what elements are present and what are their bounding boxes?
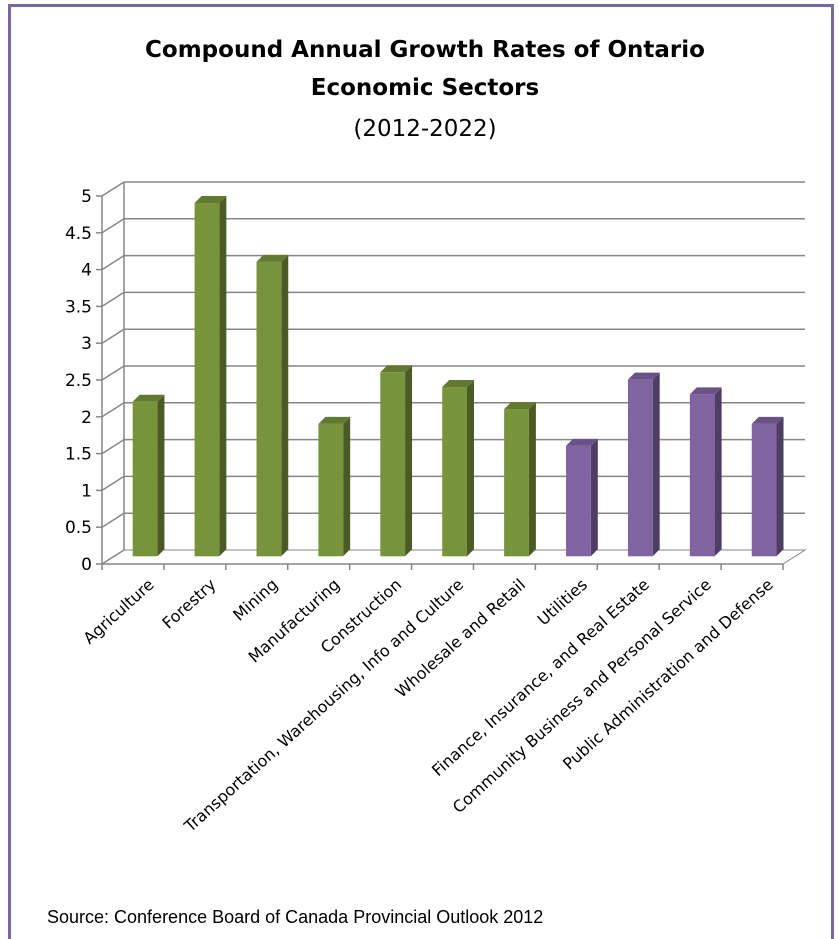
bar-side bbox=[405, 365, 413, 557]
bar-top bbox=[132, 394, 165, 402]
bar-side bbox=[157, 394, 165, 557]
bar-top bbox=[504, 402, 536, 410]
bar-side bbox=[281, 254, 289, 557]
bar-top bbox=[256, 254, 289, 262]
x-tick-label: Mining bbox=[229, 575, 281, 625]
y-tick-label: 0 bbox=[81, 555, 92, 575]
bar bbox=[504, 409, 529, 557]
source-note: Source: Conference Board of Canada Provi… bbox=[47, 907, 544, 927]
gridline-depth bbox=[101, 475, 125, 492]
bar bbox=[132, 401, 158, 557]
y-tick-label: 2 bbox=[81, 408, 92, 428]
x-tick-label: Agriculture bbox=[80, 575, 158, 648]
bar-side bbox=[590, 438, 598, 557]
bar-top bbox=[194, 196, 227, 204]
x-tick-label: Transportation, Warehousing, Info and Cu… bbox=[180, 575, 467, 836]
chart-subtitle: (2012-2022) bbox=[353, 116, 496, 142]
gridline-depth bbox=[101, 181, 125, 197]
y-tick-label: 1.5 bbox=[65, 445, 92, 465]
y-tick-label: 4 bbox=[81, 261, 92, 281]
y-tick-label: 3 bbox=[81, 334, 92, 354]
y-tick-label: 0.5 bbox=[65, 518, 92, 538]
bar bbox=[751, 423, 777, 557]
gridline-depth bbox=[101, 328, 125, 344]
gridline-depth bbox=[101, 218, 125, 234]
bar-top bbox=[442, 380, 474, 388]
bar-side bbox=[466, 380, 474, 557]
bar bbox=[627, 379, 653, 557]
bar bbox=[194, 203, 220, 557]
x-tick-label: Utilities bbox=[534, 575, 591, 629]
bar-top bbox=[318, 416, 351, 424]
bar-side bbox=[343, 416, 351, 557]
y-tick-label: 1 bbox=[81, 481, 92, 501]
gridline-depth bbox=[101, 254, 125, 271]
bar-side bbox=[528, 402, 536, 557]
bar-top bbox=[689, 387, 722, 395]
bar-side bbox=[219, 196, 227, 557]
bar-side bbox=[776, 416, 784, 557]
bar-side bbox=[652, 372, 660, 557]
chart-title-line2: Economic Sectors bbox=[311, 75, 539, 101]
bar bbox=[256, 261, 282, 557]
y-tick-label: 4.5 bbox=[65, 224, 92, 244]
gridline-depth bbox=[101, 291, 125, 308]
gridline-depth bbox=[101, 402, 125, 418]
gridline-depth bbox=[101, 438, 125, 455]
bar-top bbox=[627, 372, 660, 380]
bar-side bbox=[714, 387, 722, 557]
gridline-depth bbox=[101, 365, 125, 381]
bar bbox=[318, 423, 344, 557]
plot-area: 0 0.5 1 1.5 2 2.5 3 3.5 4 4.5 5 Agriculture Forestry… bbox=[65, 181, 807, 836]
chart-title-line1: Compound Annual Growth Rates of Ontario bbox=[145, 37, 705, 63]
bar bbox=[689, 394, 715, 557]
bar bbox=[442, 387, 467, 557]
gridline-depth bbox=[101, 549, 125, 565]
bar bbox=[566, 445, 591, 557]
y-tick-label: 3.5 bbox=[65, 297, 92, 317]
bar-top bbox=[380, 365, 413, 373]
x-tick-label: Finance, Insurance, and Real Estate bbox=[428, 575, 653, 780]
bar-top bbox=[751, 416, 784, 424]
y-tick-label: 2.5 bbox=[65, 371, 92, 391]
bar bbox=[380, 372, 406, 557]
gridline-depth bbox=[101, 512, 125, 528]
bar-top bbox=[566, 438, 598, 446]
x-tick-label: Forestry bbox=[158, 575, 219, 633]
y-tick-label: 5 bbox=[81, 187, 92, 207]
